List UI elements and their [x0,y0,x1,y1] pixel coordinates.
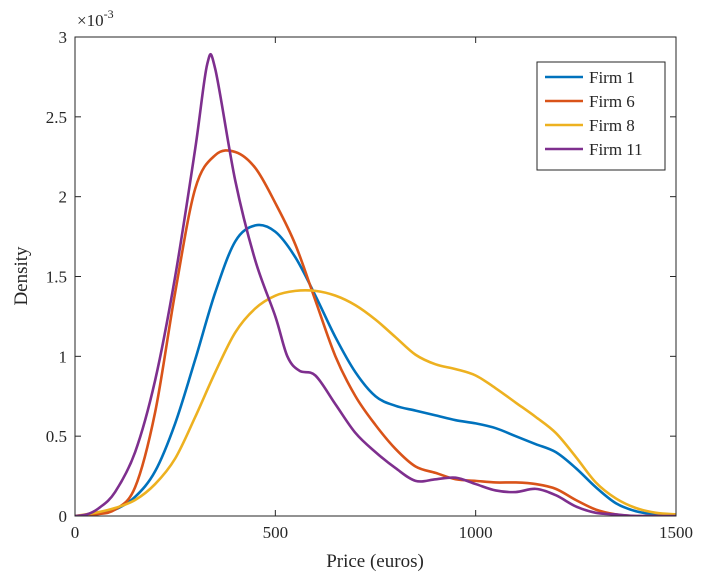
y-exponent-base: ×10 [77,11,104,30]
y-axis-label: Density [11,246,32,306]
y-exponent-label: ×10-3 [77,7,114,30]
y-tick-label: 1 [59,347,68,366]
legend-box [536,61,666,171]
y-tick-label: 0.5 [46,427,67,446]
y-tick-label: 2.5 [46,108,67,127]
tick-layer: 0 500 1000 1500 0 0.5 1 1.5 2 2.5 3 [46,28,693,542]
x-tick-label: 1500 [659,523,693,542]
series-line-firm-6 [75,149,676,516]
legend: Firm 1 Firm 6 Firm 8 Firm 11 [536,61,666,171]
y-exponent-power: -3 [104,7,114,21]
series-layer [75,52,676,516]
y-tick-label: 2 [59,188,68,207]
y-tick-label: 0 [59,507,68,526]
x-tick-label: 0 [71,523,80,542]
legend-label: Firm 11 [589,140,643,159]
legend-label: Firm 6 [589,92,635,111]
y-tick-label: 1.5 [46,268,67,287]
x-tick-label: 500 [263,523,289,542]
y-tick-label: 3 [59,28,68,47]
x-tick-label: 1000 [459,523,493,542]
legend-label: Firm 8 [589,116,635,135]
legend-label: Firm 1 [589,68,635,87]
series-line-firm-11 [75,52,676,516]
series-line-firm-8 [75,288,676,516]
series-line-firm-1 [75,223,676,516]
x-axis-label: Price (euros) [326,551,424,572]
